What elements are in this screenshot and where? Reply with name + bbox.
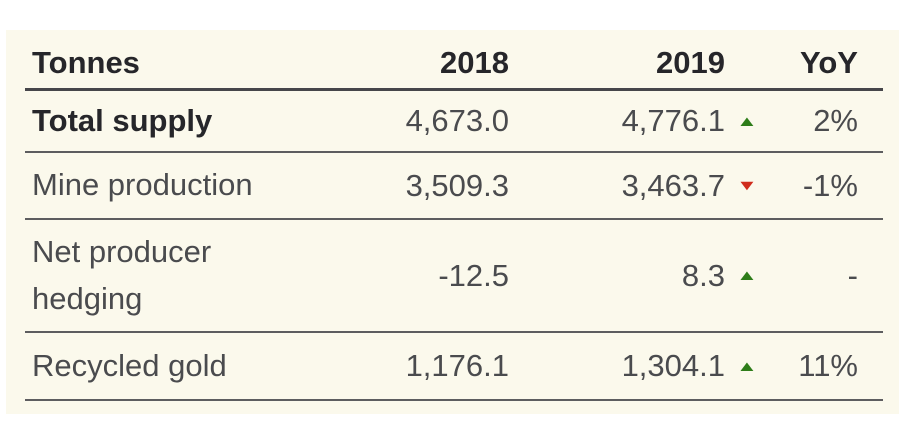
value-2019-cell: 8.3 ▲	[509, 219, 762, 333]
column-header-yoy: YoY	[762, 30, 883, 91]
column-header-2018: 2018	[275, 30, 509, 91]
value-2019-cell: 4,776.1 ▲	[509, 89, 762, 153]
value-2018: -12.5	[275, 219, 509, 333]
gold-supply-table: Tonnes 2018 2019 YoY Total supply 4,673.…	[25, 30, 883, 401]
row-label: Recycled gold	[25, 332, 275, 401]
yoy-value: 2%	[762, 89, 883, 153]
value-2019: 8.3	[681, 257, 725, 293]
value-2019: 1,304.1	[621, 348, 725, 383]
row-label: Mine production	[25, 152, 275, 220]
value-2019: 3,463.7	[621, 167, 725, 203]
row-net-producer-hedging: Net producer hedging -12.5 8.3 ▲ -	[25, 219, 883, 333]
down-triangle-icon: ▼	[736, 177, 758, 194]
value-2019: 4,776.1	[621, 103, 725, 138]
yoy-value: -	[762, 219, 883, 333]
up-triangle-icon: ▲	[736, 357, 758, 375]
row-mine-production: Mine production 3,509.3 3,463.7 ▼ -1%	[25, 152, 883, 220]
column-header-tonnes: Tonnes	[25, 30, 275, 91]
column-header-2019: 2019	[509, 30, 762, 91]
row-label: Total supply	[25, 89, 275, 153]
value-2018: 1,176.1	[275, 332, 509, 401]
header-row: Tonnes 2018 2019 YoY	[25, 30, 883, 91]
value-2019-cell: 3,463.7 ▼	[509, 152, 762, 220]
row-recycled-gold: Recycled gold 1,176.1 1,304.1 ▲ 11%	[25, 332, 883, 401]
up-triangle-icon: ▲	[736, 112, 758, 130]
row-total-supply: Total supply 4,673.0 4,776.1 ▲ 2%	[25, 89, 883, 153]
value-2018: 3,509.3	[275, 152, 509, 220]
value-2019-cell: 1,304.1 ▲	[509, 332, 762, 401]
yoy-value: 11%	[762, 332, 883, 401]
up-triangle-icon: ▲	[736, 267, 758, 284]
supply-table-panel: Tonnes 2018 2019 YoY Total supply 4,673.…	[6, 30, 899, 414]
value-2018: 4,673.0	[275, 89, 509, 153]
yoy-value: -1%	[762, 152, 883, 220]
row-label: Net producer hedging	[25, 219, 275, 333]
